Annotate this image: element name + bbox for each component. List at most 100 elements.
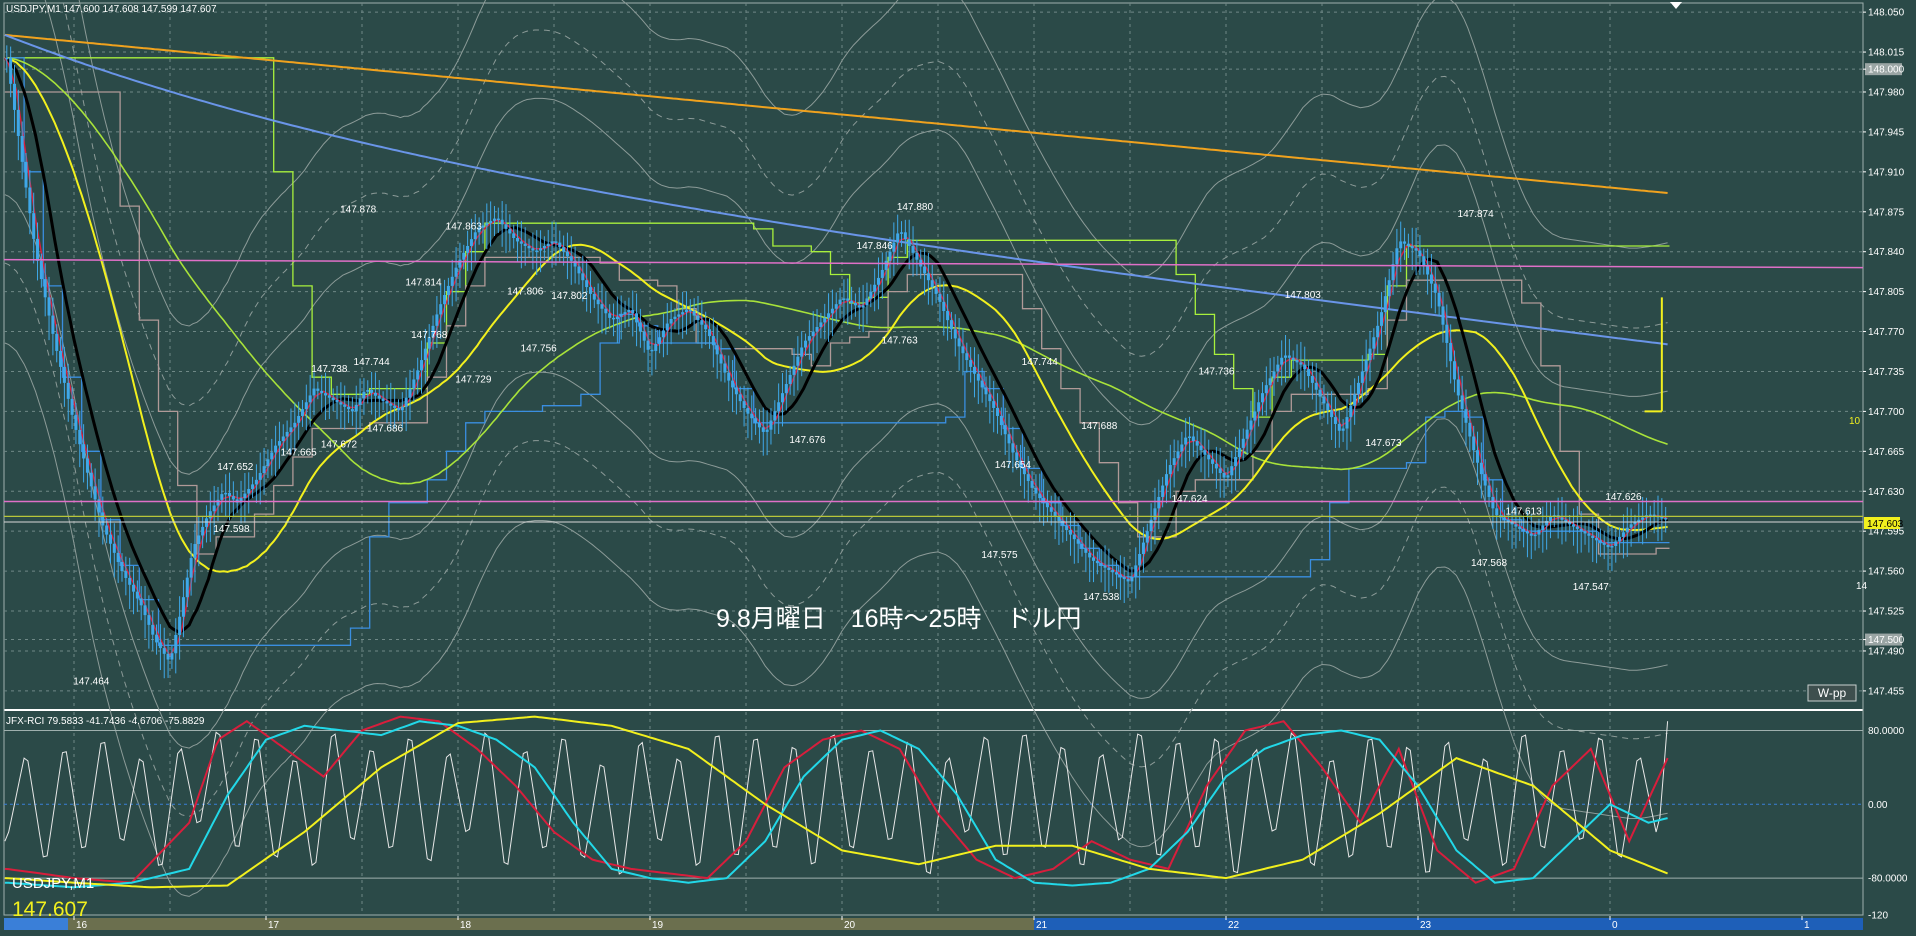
tick-label-10: 10	[1849, 416, 1861, 427]
candle-body	[443, 295, 447, 305]
price-axis: 148.050 148.015 148.000 147.980 147.945 147.9…	[1863, 8, 1905, 697]
candle-body	[1080, 543, 1084, 549]
candle-body	[1380, 312, 1384, 326]
candle-body	[734, 387, 738, 395]
candle-body	[1591, 535, 1595, 539]
price-label: 147.575	[981, 550, 1018, 561]
candle-body	[1360, 371, 1364, 383]
y-tick-label: 147.525	[1868, 607, 1905, 618]
candle-body	[473, 232, 477, 240]
candle-body	[942, 301, 946, 312]
candle-body	[1134, 565, 1138, 577]
candle-body	[1395, 248, 1399, 265]
scroll-marker-icon[interactable]	[1670, 2, 1682, 9]
candle-body	[151, 624, 155, 635]
y-tick-label: 148.000	[1868, 65, 1905, 76]
price-label: 147.464	[73, 677, 110, 688]
candle-body	[900, 232, 904, 234]
candle-body	[281, 436, 285, 442]
candle-body	[450, 276, 454, 286]
candle-body	[638, 322, 642, 332]
ma-blue	[4, 33, 1668, 346]
candle-body	[458, 259, 462, 268]
wpp-button[interactable]: W-pp	[1807, 684, 1857, 702]
candle-body	[1345, 417, 1349, 429]
candle-body	[542, 245, 546, 249]
candle-body	[738, 394, 742, 402]
price-label: 147.744	[1022, 357, 1059, 368]
candle-body	[335, 399, 339, 403]
candle-body	[1310, 376, 1314, 383]
candle-body	[535, 250, 539, 253]
candle-body	[554, 241, 558, 243]
candle-body	[1111, 569, 1115, 573]
candle-body	[972, 366, 976, 374]
candle-body	[339, 402, 343, 405]
candle-body	[1141, 542, 1145, 554]
candle-body	[677, 314, 681, 317]
candle-body	[926, 273, 930, 281]
candle-body	[1391, 264, 1395, 281]
candle-body	[508, 228, 512, 234]
candle-body	[1614, 541, 1618, 547]
candle-body	[354, 404, 358, 412]
session-bar	[1034, 918, 1863, 930]
candle-body	[370, 390, 374, 393]
candle-body	[1076, 539, 1080, 544]
candle-body	[216, 499, 220, 506]
candle-body	[1629, 524, 1633, 528]
candle-body	[89, 472, 93, 487]
candle-body	[316, 388, 320, 391]
candle-body	[853, 303, 857, 306]
candle-body	[631, 309, 635, 314]
candle-body	[254, 479, 258, 485]
x-tick-label: 22	[1228, 920, 1240, 931]
candle-body	[1149, 519, 1153, 532]
candle-body	[1598, 540, 1602, 543]
candle-body	[1476, 450, 1480, 463]
candle-body	[1230, 466, 1234, 476]
candle-body	[523, 243, 527, 246]
candle-body	[293, 422, 297, 428]
candle-body	[201, 526, 205, 536]
candle-body	[1587, 533, 1591, 536]
price-label: 147.878	[340, 204, 377, 215]
candle-body	[1445, 324, 1449, 343]
candle-body	[147, 615, 151, 625]
candle-body	[923, 266, 927, 274]
candle-body	[1583, 531, 1587, 534]
candle-body	[807, 336, 811, 341]
candle-body	[711, 336, 715, 346]
candle-body	[492, 218, 496, 221]
candle-body	[1065, 525, 1069, 531]
candle-body	[1483, 474, 1487, 486]
candle-body	[481, 225, 485, 228]
candle-body	[757, 422, 761, 428]
candle-body	[661, 330, 665, 338]
bollinger-lower	[4, 194, 1668, 749]
candle-body	[750, 413, 754, 419]
candle-body	[573, 260, 577, 267]
candle-body	[784, 384, 788, 394]
candle-body	[577, 266, 581, 274]
candle-body	[915, 252, 919, 260]
candle-body	[992, 401, 996, 408]
candle-body	[1126, 579, 1130, 582]
candle-body	[20, 135, 24, 162]
horizontal-levels	[3, 258, 1864, 523]
candle-body	[876, 277, 880, 285]
candle-body	[723, 363, 727, 373]
candle-body	[869, 291, 873, 299]
chart-title: 9.8月曜日 16時～25時 ドル円	[716, 605, 1081, 633]
candle-body	[1211, 459, 1215, 464]
last-price-label: 147.607	[12, 898, 88, 921]
candle-body	[715, 345, 719, 355]
candle-body	[1541, 525, 1545, 531]
candle-body	[289, 427, 293, 432]
candle-body	[684, 309, 688, 313]
ma-black	[4, 56, 1669, 634]
candle-body	[1602, 542, 1606, 545]
main-header: USDJPY,M1 147.600 147.608 147.599 147.60…	[6, 4, 217, 15]
candle-body	[1022, 467, 1026, 475]
